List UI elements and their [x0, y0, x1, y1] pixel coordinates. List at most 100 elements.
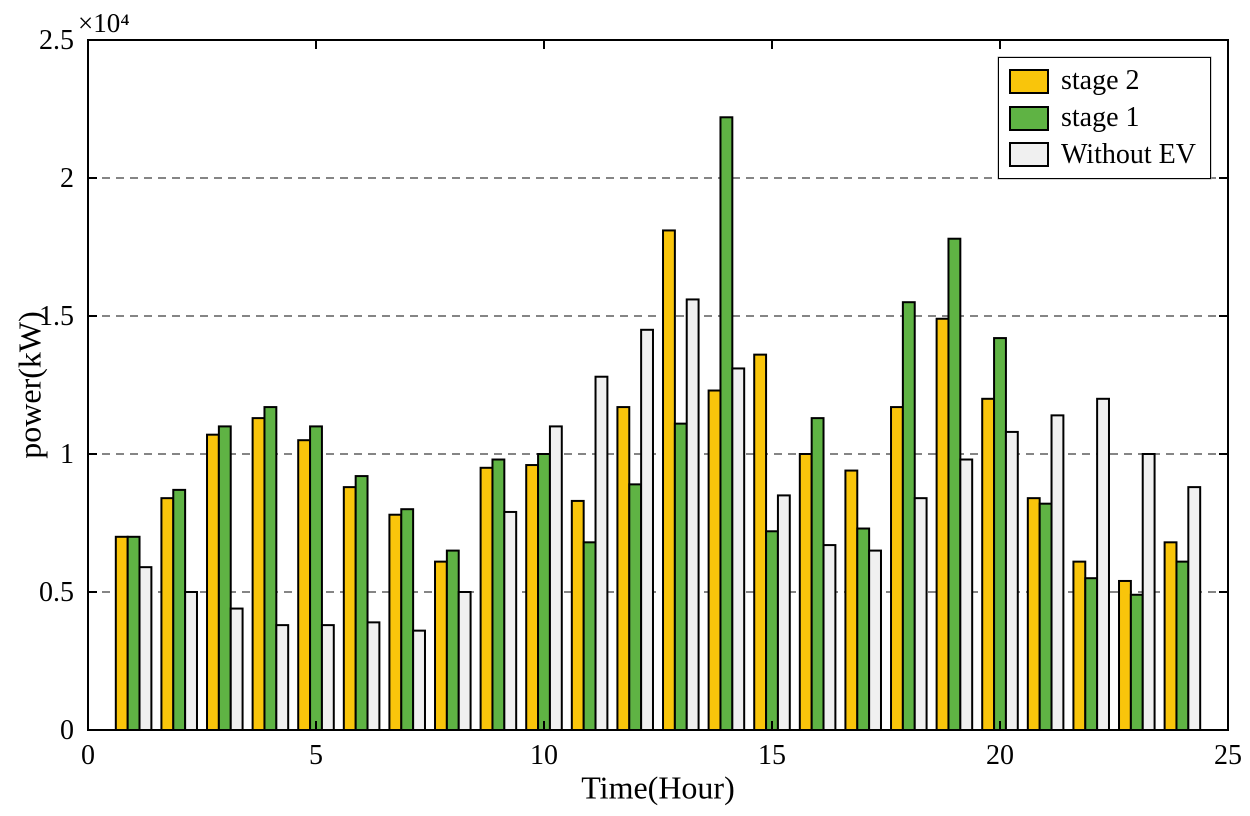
legend-label-stage2: stage 2 — [1061, 65, 1140, 96]
bar-stage-2-h9 — [479, 466, 494, 731]
bar-stage-1-h13 — [673, 422, 688, 731]
legend-entry-stage1: stage 1 — [1009, 101, 1196, 134]
x-tick-label-10: 10 — [530, 740, 558, 771]
legend-label-without-ev: Without EV — [1061, 138, 1196, 170]
bar-stage-1-h23 — [1129, 593, 1144, 732]
bar-without-ev-h11 — [594, 375, 609, 731]
x-tick-label-5: 5 — [309, 740, 323, 771]
x-tick-label-0: 0 — [81, 740, 95, 771]
bar-stage-1-h8 — [445, 549, 460, 731]
bar-stage-1-h4 — [263, 406, 278, 731]
y-tick-label-0: 0 — [60, 715, 74, 746]
bar-without-ev-h8 — [457, 591, 472, 731]
bar-stage-2-h11 — [570, 499, 585, 732]
bar-without-ev-h17 — [868, 549, 882, 731]
legend: stage 2 stage 1 Without EV — [998, 57, 1211, 180]
bar-stage-1-h6 — [354, 475, 369, 731]
bar-without-ev-h1 — [138, 566, 153, 731]
bar-without-ev-h7 — [412, 629, 426, 732]
bar-stage-1-h5 — [309, 425, 323, 731]
bar-without-ev-h10 — [548, 425, 563, 731]
bar-without-ev-h12 — [640, 328, 654, 731]
legend-entry-stage2: stage 2 — [1009, 65, 1196, 97]
legend-label-stage1: stage 1 — [1061, 101, 1140, 133]
bar-without-ev-h15 — [776, 494, 791, 731]
y-axis-label: power(kW) — [11, 311, 48, 459]
bar-stage-2-h6 — [342, 486, 357, 731]
bar-without-ev-h16 — [822, 544, 837, 732]
bar-stage-1-h14 — [719, 116, 734, 731]
y-tick-label-25000: 2.5 — [39, 25, 74, 56]
bar-stage-2-h7 — [388, 513, 403, 731]
bar-stage-1-h11 — [582, 541, 597, 731]
bar-without-ev-h9 — [503, 510, 518, 731]
bar-stage-2-h3 — [206, 433, 220, 731]
bar-stage-1-h7 — [400, 508, 415, 732]
x-tick-label-25: 25 — [1214, 740, 1242, 771]
y-tick-label-20000: 2 — [60, 163, 74, 194]
bar-stage-1-h16 — [810, 417, 825, 731]
bar-stage-1-h2 — [172, 488, 187, 731]
bar-without-ev-h23 — [1141, 453, 1156, 731]
bar-stage-1-h21 — [1038, 502, 1053, 731]
bar-stage-2-h18 — [890, 406, 904, 731]
x-tick-label-20: 20 — [986, 740, 1014, 771]
bar-stage-2-h17 — [844, 469, 859, 731]
bar-without-ev-h19 — [959, 458, 974, 731]
bar-stage-1-h17 — [856, 527, 871, 732]
bar-without-ev-h22 — [1096, 397, 1110, 731]
bar-stage-1-h18 — [901, 301, 916, 731]
bar-stage-2-h14 — [707, 389, 722, 731]
bar-stage-2-h12 — [616, 406, 631, 731]
bar-without-ev-h14 — [731, 367, 746, 731]
bar-stage-2-h2 — [160, 497, 175, 731]
bar-stage-1-h1 — [126, 535, 141, 731]
bar-stage-1-h19 — [947, 237, 962, 731]
bar-stage-2-h16 — [798, 453, 813, 731]
bar-stage-2-h19 — [935, 317, 950, 731]
bar-without-ev-h21 — [1050, 414, 1065, 731]
bar-without-ev-h18 — [913, 497, 928, 731]
bar-stage-2-h8 — [434, 560, 448, 732]
bar-without-ev-h2 — [184, 591, 198, 731]
x-axis-label: Time(Hour) — [581, 769, 735, 806]
bar-stage-1-h24 — [1175, 560, 1190, 732]
y-tick-label-5000: 0.5 — [39, 577, 74, 608]
y-tick-label-15000: 1.5 — [39, 301, 74, 332]
legend-swatch-2 — [1009, 142, 1049, 168]
bar-stage-1-h10 — [537, 453, 551, 731]
bar-stage-2-h24 — [1163, 541, 1178, 731]
bar-stage-2-h22 — [1072, 560, 1087, 732]
bar-stage-2-h4 — [251, 417, 266, 731]
bar-without-ev-h6 — [366, 621, 381, 731]
bar-stage-2-h5 — [297, 439, 312, 731]
bar-stage-1-h3 — [217, 425, 232, 731]
bar-without-ev-h3 — [229, 607, 244, 731]
bar-stage-2-h13 — [662, 229, 676, 731]
bar-stage-2-h23 — [1118, 579, 1132, 732]
bar-stage-1-h20 — [993, 337, 1007, 731]
bar-stage-1-h15 — [765, 530, 779, 732]
bar-stage-2-h20 — [981, 397, 996, 731]
legend-entry-without-ev: Without EV — [1009, 138, 1196, 171]
bar-without-ev-h24 — [1187, 486, 1202, 731]
bar-stage-1-h12 — [628, 483, 643, 731]
bar-stage-1-h9 — [491, 458, 506, 731]
bar-stage-2-h10 — [525, 464, 540, 731]
legend-swatch-0 — [1009, 68, 1049, 94]
bar-without-ev-h13 — [685, 298, 700, 731]
y-tick-label-10000: 1 — [60, 439, 74, 470]
bar-without-ev-h5 — [320, 624, 335, 731]
axis-box — [87, 39, 1229, 731]
bar-without-ev-h20 — [1004, 430, 1019, 731]
bar-stage-2-h15 — [753, 353, 768, 731]
y-axis-exponent: ×10⁴ — [78, 8, 130, 38]
bar-stage-2-h1 — [114, 535, 129, 731]
x-tick-label-15: 15 — [758, 740, 786, 771]
bar-stage-1-h22 — [1084, 577, 1099, 732]
bar-stage-2-h21 — [1026, 497, 1041, 731]
bar-without-ev-h4 — [275, 624, 290, 731]
legend-swatch-1 — [1009, 105, 1049, 131]
